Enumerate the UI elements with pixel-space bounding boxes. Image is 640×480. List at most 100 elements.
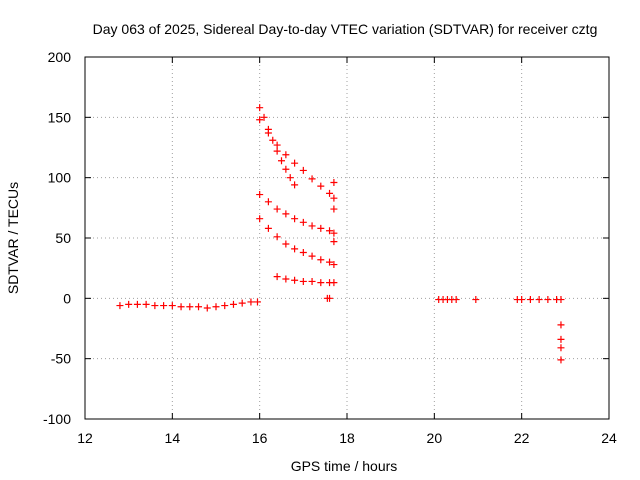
data-point [330, 178, 338, 186]
series-flat-early [116, 298, 261, 312]
data-point [518, 296, 526, 304]
data-point [317, 279, 325, 287]
data-point [256, 215, 264, 223]
data-point [186, 303, 194, 311]
data-point [133, 300, 141, 308]
data-point [256, 104, 264, 112]
data-point [273, 141, 281, 149]
data-point [273, 233, 281, 241]
data-point [116, 302, 124, 310]
x-axis-label: GPS time / hours [291, 458, 398, 474]
data-point [260, 113, 268, 121]
series-cluster-22h [513, 296, 565, 304]
data-point [256, 191, 264, 199]
data-point [282, 240, 290, 248]
data-point [299, 166, 307, 174]
data-point [142, 300, 150, 308]
data-point [291, 215, 299, 223]
data-point [212, 303, 220, 311]
data-point [291, 276, 299, 284]
data-point [330, 261, 338, 269]
x-tick-label: 12 [77, 430, 93, 446]
data-point [330, 229, 338, 237]
data-point [238, 299, 246, 307]
y-tick-label: 50 [55, 230, 71, 246]
data-point [299, 248, 307, 256]
data-point [326, 294, 334, 302]
data-point [557, 296, 565, 304]
data-point [330, 238, 338, 246]
data-point [317, 224, 325, 232]
data-point [264, 129, 272, 137]
y-tick-label: 150 [48, 109, 72, 125]
y-tick-label: 0 [63, 290, 71, 306]
data-point [291, 245, 299, 253]
data-point [308, 252, 316, 260]
x-tick-label: 24 [601, 430, 617, 446]
series-upper-arc [256, 116, 338, 202]
data-point [308, 175, 316, 183]
data-point [544, 296, 552, 304]
data-point [278, 157, 285, 165]
data-point [125, 300, 133, 308]
data-points [116, 104, 565, 364]
data-point [557, 321, 565, 329]
data-point [291, 181, 299, 189]
data-point [221, 302, 229, 310]
data-point [472, 296, 480, 304]
data-point [317, 182, 325, 190]
data-point [282, 275, 290, 283]
data-point [253, 298, 261, 306]
data-point [330, 279, 338, 287]
y-axis-label: SDTVAR / TECUs [5, 182, 21, 294]
data-point [282, 210, 290, 218]
series-scattered [323, 178, 338, 302]
data-point [557, 335, 565, 343]
data-point [282, 165, 290, 173]
data-point [247, 298, 255, 306]
tick-layer: 12 14 16 18 20 22 24 -100 -50 0 50 100 150 200 [43, 49, 617, 446]
data-point [269, 136, 277, 144]
data-point [557, 356, 565, 364]
data-point [535, 296, 543, 304]
x-tick-label: 16 [252, 430, 268, 446]
chart-title: Day 063 of 2025, Sidereal Day-to-day VTE… [93, 21, 598, 37]
data-point [291, 159, 299, 167]
data-point [308, 222, 316, 230]
data-point [264, 224, 272, 232]
data-point [557, 344, 565, 352]
x-tick-label: 18 [339, 430, 355, 446]
series-outliers-23h [557, 321, 565, 364]
data-point [299, 277, 307, 285]
data-point [256, 116, 264, 124]
data-point [229, 300, 237, 308]
data-point [330, 194, 338, 202]
data-point [273, 205, 281, 213]
data-point [203, 304, 211, 312]
data-point [282, 151, 290, 159]
x-tick-label: 14 [165, 430, 181, 446]
series-steep-decline [256, 104, 299, 189]
data-point [317, 256, 325, 264]
data-point [330, 205, 338, 213]
data-point [195, 303, 203, 311]
data-point [177, 303, 185, 311]
data-point [308, 277, 316, 285]
data-point [326, 189, 334, 197]
data-point [151, 302, 159, 310]
x-tick-label: 22 [514, 430, 530, 446]
x-tick-label: 20 [427, 430, 443, 446]
series-cluster-20h [435, 296, 480, 304]
data-point [326, 227, 334, 235]
data-point [273, 273, 281, 281]
data-point [299, 218, 307, 226]
data-point [326, 258, 334, 266]
data-point [286, 174, 294, 182]
series-middle-arc [256, 191, 338, 237]
grid-layer [85, 57, 609, 419]
data-point [264, 198, 272, 206]
data-point [526, 296, 534, 304]
data-point [273, 147, 281, 155]
y-tick-label: -50 [51, 351, 71, 367]
